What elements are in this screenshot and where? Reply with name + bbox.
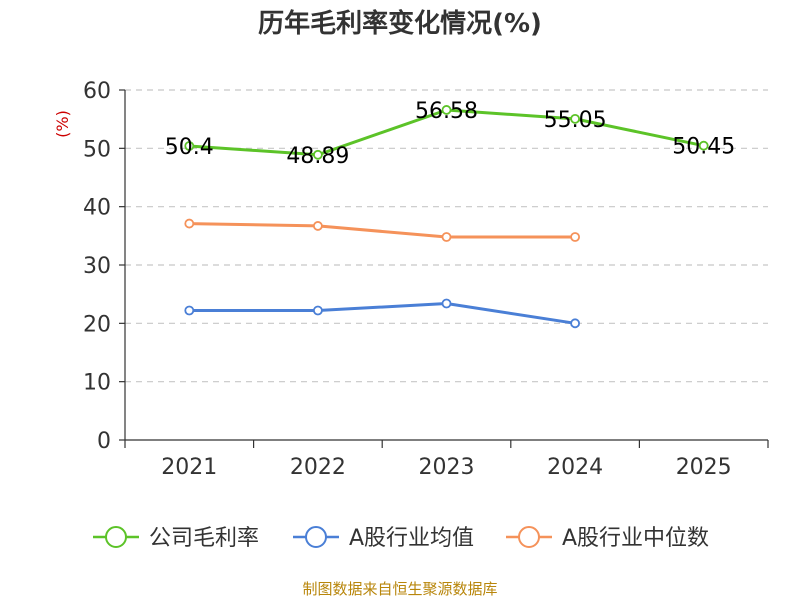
- series-1-point-2024: [570, 318, 580, 329]
- series-0-point-2024: [570, 113, 580, 124]
- x-tick-label-2025: 2025: [676, 455, 732, 480]
- series-0-point-2022: [312, 149, 323, 160]
- legend-label-2: A股行业中位数: [562, 526, 709, 551]
- legend-circle-icon-0: [105, 526, 127, 548]
- series-layer: [184, 105, 709, 329]
- legend-item-1[interactable]: A股行业均值: [293, 526, 474, 551]
- data-label-2021: 50.4: [165, 135, 214, 160]
- y-tick-label: 10: [83, 371, 111, 396]
- series-0-point-2025: [698, 140, 709, 151]
- series-line-2: [187, 222, 577, 239]
- legend: 公司毛利率 A股行业均值 A股行业中位数: [93, 526, 709, 551]
- legend-circle-icon-1: [305, 526, 327, 548]
- series-2-point-2021: [184, 218, 195, 229]
- data-label-layer: 50.4 48.89 56.58 55.05 50.45: [165, 99, 735, 169]
- x-tick-label-2021: 2021: [161, 455, 217, 480]
- data-label-2024: 55.05: [544, 108, 607, 133]
- series-0-point-2021: [184, 141, 195, 151]
- legend-item-2[interactable]: A股行业中位数: [506, 526, 709, 551]
- series-2-point-2023: [441, 232, 452, 242]
- series-line-1: [187, 302, 577, 325]
- series-1-point-2022: [312, 305, 323, 316]
- y-tick-label: 50: [83, 137, 111, 162]
- series-1-point-2021: [184, 305, 195, 316]
- data-label-2025: 50.45: [672, 135, 735, 160]
- source-note: 制图数据来自恒生聚源数据库: [302, 580, 497, 598]
- y-tick-label: 40: [83, 196, 111, 221]
- y-tick-label: 20: [83, 312, 111, 337]
- legend-item-0[interactable]: 公司毛利率: [93, 526, 259, 551]
- y-tick-label: 30: [83, 254, 111, 279]
- legend-circle-icon-2: [518, 526, 540, 548]
- series-2-point-2022: [312, 221, 323, 231]
- data-label-2022: 48.89: [286, 144, 349, 169]
- x-tick-label-2023: 2023: [419, 455, 475, 480]
- legend-label-0: 公司毛利率: [149, 526, 259, 551]
- chart-title: 历年毛利率变化情况(%): [258, 8, 542, 39]
- legend-label-1: A股行业均值: [349, 526, 474, 551]
- x-tick-label-2022: 2022: [290, 455, 346, 480]
- y-tick-label: 60: [83, 79, 111, 104]
- y-axis-unit-label: (%): [53, 110, 72, 138]
- y-tick-label: 0: [97, 429, 111, 454]
- series-2-point-2024: [570, 232, 580, 242]
- grid-layer: [125, 89, 768, 383]
- series-1-point-2023: [441, 298, 452, 309]
- axis-layer: 0 10 20 30 40 50 60 2021 2022 2023 2024 2025: [83, 79, 769, 480]
- data-label-2023: 56.58: [415, 99, 478, 124]
- series-0-point-2023: [441, 105, 452, 115]
- x-tick-label-2024: 2024: [547, 455, 603, 480]
